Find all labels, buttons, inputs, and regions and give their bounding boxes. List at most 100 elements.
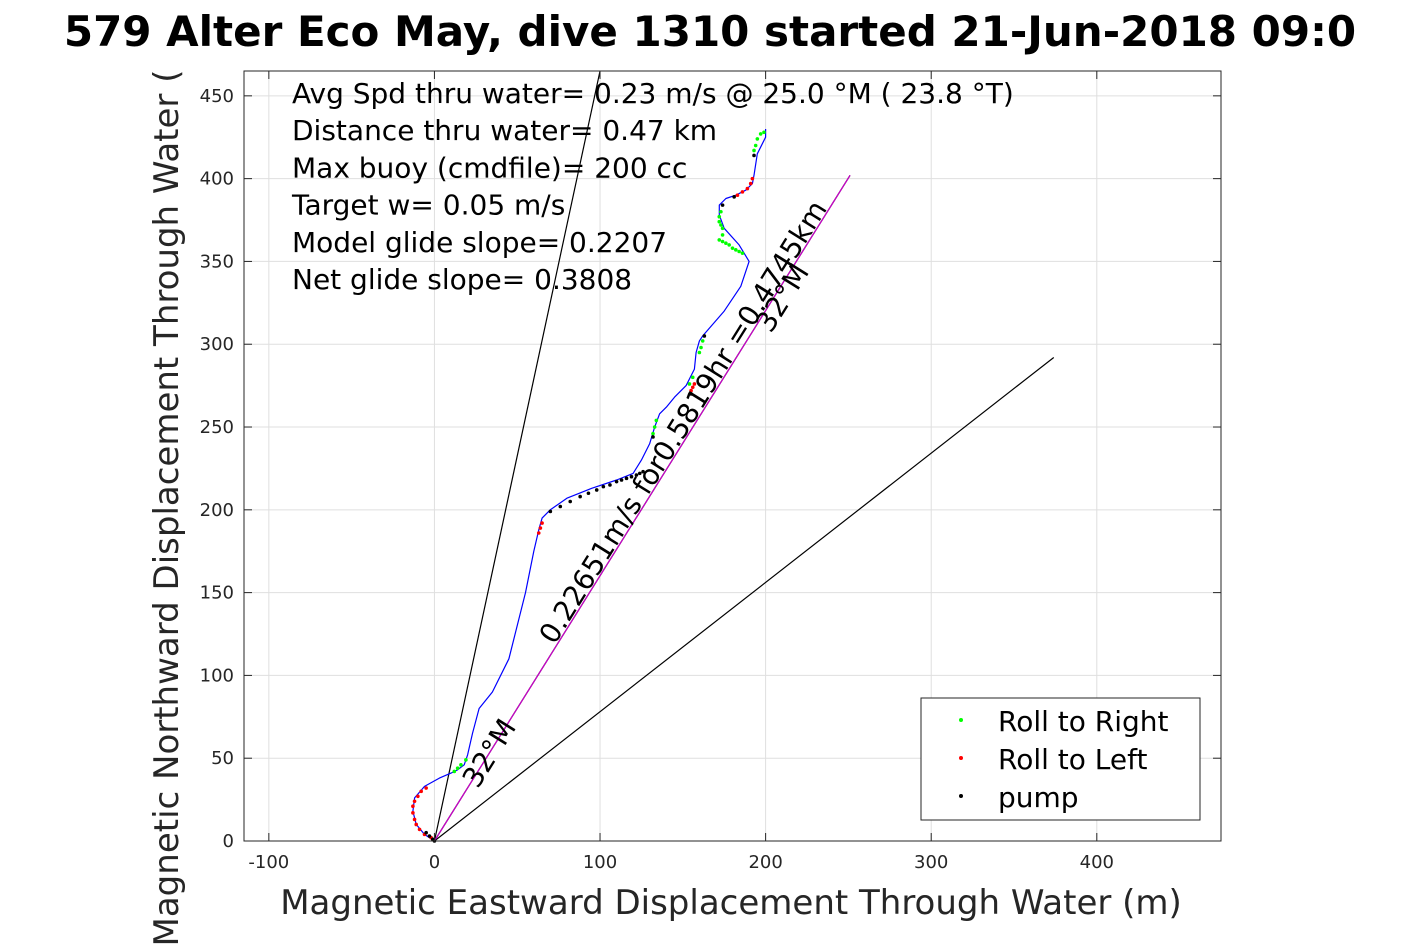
roll-to-left-point xyxy=(412,817,417,822)
pump-point xyxy=(430,837,435,842)
y-axis-label: Magnetic Northward Displacement Through … xyxy=(147,70,187,945)
y-tick-label: 0 xyxy=(223,831,234,852)
roll-to-right-point xyxy=(654,418,659,423)
y-tick-label: 450 xyxy=(200,86,234,107)
roll-to-left-point xyxy=(750,176,755,181)
x-tick-label: 0 xyxy=(429,852,440,873)
pump-point xyxy=(702,334,707,338)
legend-label-roll-left: Roll to Left xyxy=(998,743,1147,776)
heading-line-left xyxy=(433,71,601,841)
x-tick-label: 400 xyxy=(1080,852,1114,873)
stats-annotation: Net glide slope= 0.3808 xyxy=(292,263,632,296)
roll-to-right-point xyxy=(687,382,692,386)
pump-point xyxy=(424,830,428,835)
pump-point xyxy=(568,499,573,504)
stats-annotation: Max buoy (cmdfile)= 200 cc xyxy=(292,151,687,184)
roll-to-right-point xyxy=(727,243,731,247)
roll-to-right-point xyxy=(452,769,457,774)
roll-to-right-point xyxy=(720,239,725,244)
pump-point xyxy=(752,153,756,158)
pump-point xyxy=(558,504,563,509)
pump-point xyxy=(586,491,591,496)
pump-point xyxy=(651,435,655,439)
legend-box xyxy=(920,697,1201,821)
roll-to-right-point xyxy=(737,249,741,254)
x-tick-label: 200 xyxy=(748,852,782,873)
roll-to-left-point xyxy=(689,388,693,393)
plot-frame xyxy=(243,70,1222,842)
y-tick-label: 150 xyxy=(200,583,234,604)
roll-to-left-point xyxy=(536,531,541,535)
roll-to-right-point xyxy=(459,763,463,767)
axis-ticks: -100 0 100 200 300 400 0 50 100 150 200 250 300 350 40… xyxy=(200,71,1221,873)
roll-to-left-point xyxy=(540,521,544,525)
legend: Roll to Right Roll to Left pump xyxy=(920,697,1201,821)
x-tick-label: 300 xyxy=(914,852,948,873)
roll-to-right-point xyxy=(720,226,725,231)
y-tick-label: 250 xyxy=(200,417,234,438)
pump-point xyxy=(629,474,634,479)
net-track-line-overlay xyxy=(433,175,851,841)
roll-to-right-point xyxy=(652,425,657,429)
reference-lines xyxy=(433,71,1055,841)
roll-to-left-point xyxy=(740,190,745,194)
roll-to-right-point xyxy=(762,130,766,135)
roll-to-right-point xyxy=(755,137,760,141)
roll-to-right-point xyxy=(700,339,705,343)
legend-marker-roll-right xyxy=(959,718,963,722)
y-tick-label: 50 xyxy=(211,748,234,769)
roll-to-right-point xyxy=(752,148,756,153)
roll-to-right-point xyxy=(719,209,723,214)
roll-to-left-point xyxy=(411,804,415,809)
x-tick-label: -100 xyxy=(248,852,289,873)
pump-point xyxy=(601,484,606,489)
roll-to-right-point xyxy=(699,345,703,350)
data-points xyxy=(411,130,766,843)
roll-to-right-point xyxy=(651,431,655,436)
roll-to-right-point xyxy=(717,219,722,224)
pump-point xyxy=(720,203,725,207)
pump-point xyxy=(619,478,624,482)
roll-to-right-point xyxy=(690,375,695,380)
legend-marker-pump xyxy=(959,794,963,798)
roll-to-left-point xyxy=(424,786,428,790)
roll-to-right-point xyxy=(740,251,745,255)
y-tick-label: 100 xyxy=(200,665,234,686)
pump-point xyxy=(427,834,432,838)
chart-title: 579 Alter Eco May, dive 1310 started 21-… xyxy=(64,7,1356,56)
roll-to-right-point xyxy=(734,248,738,252)
stats-annotation: Model glide slope= 0.2207 xyxy=(292,226,667,259)
pump-point xyxy=(634,473,639,477)
legend-label-roll-right: Roll to Right xyxy=(998,705,1169,738)
roll-to-left-point xyxy=(748,181,753,186)
roll-to-left-point xyxy=(692,382,697,386)
roll-to-left-point xyxy=(417,827,422,832)
roll-to-right-point xyxy=(753,143,758,148)
stats-annotation: Target w= 0.05 m/s xyxy=(291,189,565,222)
legend-marker-roll-left xyxy=(959,756,963,760)
roll-to-right-point xyxy=(697,350,702,355)
pump-point xyxy=(624,476,629,481)
x-tick-label: 100 xyxy=(583,852,617,873)
legend-label-pump: pump xyxy=(998,781,1079,814)
stats-annotation: Distance thru water= 0.47 km xyxy=(292,114,717,147)
roll-to-left-point xyxy=(416,794,420,799)
roll-to-left-point xyxy=(414,822,419,827)
pump-point xyxy=(732,195,736,199)
pump-point xyxy=(637,471,642,476)
roll-to-left-point xyxy=(735,193,740,197)
pump-point xyxy=(594,488,599,492)
roll-to-left-point xyxy=(538,526,543,530)
roll-to-right-point xyxy=(717,238,722,242)
roll-to-right-point xyxy=(719,223,723,227)
roll-to-right-point xyxy=(720,233,725,237)
roll-to-left-point xyxy=(419,789,423,794)
y-tick-label: 200 xyxy=(200,500,234,521)
roll-to-right-point xyxy=(724,241,728,246)
heading-line-right xyxy=(434,357,1055,841)
roll-to-right-point xyxy=(464,758,468,762)
pump-point xyxy=(641,469,645,474)
roll-to-right-point xyxy=(717,214,722,219)
roll-to-left-point xyxy=(411,811,415,815)
